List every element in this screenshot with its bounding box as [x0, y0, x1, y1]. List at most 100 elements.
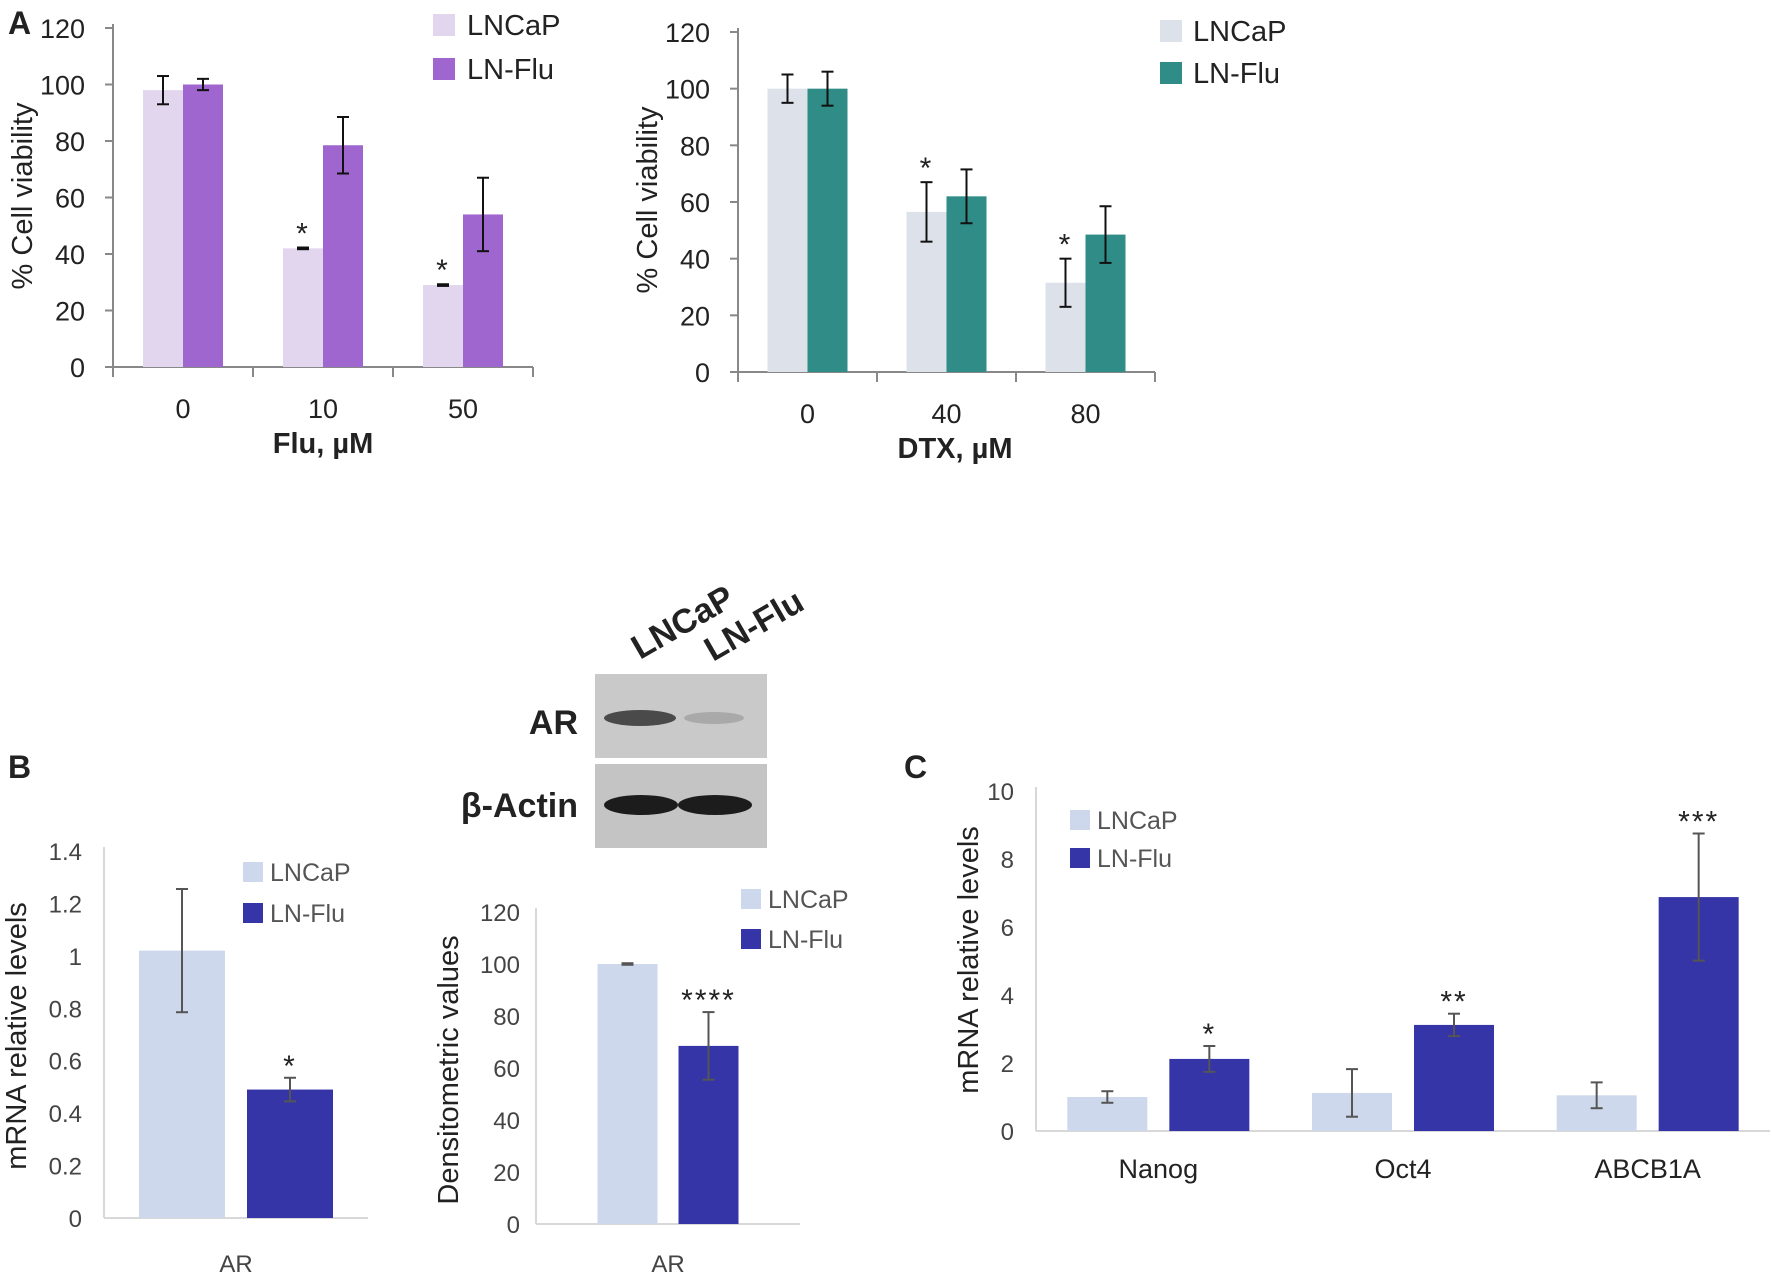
- significance-marker: ***: [1678, 806, 1719, 839]
- bar-ln-flu-ar: [247, 1089, 333, 1218]
- chart-stemness-mrna: 0 2 4 6 8 10 * Nanog ** Oct4 *** ABCB1A mRNA relativ…: [953, 779, 1770, 1184]
- y-tick-label: 120: [40, 14, 85, 44]
- significance-marker: *: [296, 218, 310, 251]
- legend-label: LNCaP: [768, 886, 849, 914]
- bar-lncap-0: [767, 88, 808, 373]
- significance-marker: *: [920, 152, 934, 185]
- y-tick-label: 0: [507, 1212, 520, 1239]
- y-tick-label: 10: [987, 779, 1014, 806]
- y-tick-label: 1.4: [49, 839, 82, 866]
- x-tick-label: 0: [800, 399, 815, 429]
- y-tick-label: 20: [55, 297, 85, 327]
- y-tick-label: 60: [680, 188, 710, 218]
- y-tick-label: 0: [695, 358, 710, 388]
- x-tick-label: 10: [308, 394, 338, 424]
- panel-letter-a: A: [8, 5, 31, 41]
- legend-swatch: [1160, 20, 1182, 42]
- bar-ln-flu-10: [323, 145, 363, 367]
- x-tick-label: AR: [651, 1251, 684, 1275]
- bar-ln-flu-0: [807, 88, 848, 373]
- x-tick-label: Nanog: [1119, 1154, 1199, 1184]
- legend-label: LNCaP: [270, 859, 351, 887]
- legend-swatch: [1070, 810, 1090, 830]
- y-tick-label: 100: [665, 75, 710, 105]
- y-tick-label: 0.4: [49, 1101, 82, 1128]
- y-axis-title: % Cell viability: [7, 102, 39, 289]
- y-tick-label: 40: [680, 245, 710, 275]
- y-tick-label: 1: [69, 944, 82, 971]
- legend-swatch: [243, 862, 263, 882]
- bar-lncap-ar: [597, 964, 658, 1224]
- y-tick-label: 80: [680, 131, 710, 161]
- legend-swatch: [1160, 62, 1182, 84]
- y-tick-label: 8: [1001, 847, 1014, 874]
- significance-marker: *: [283, 1050, 297, 1083]
- y-tick-label: 2: [1001, 1051, 1014, 1078]
- y-tick-label: 60: [493, 1056, 520, 1083]
- y-tick-label: 60: [55, 184, 85, 214]
- y-axis-title: Densitometric values: [433, 935, 465, 1204]
- legend-label: LN-Flu: [1193, 58, 1280, 90]
- y-axis-title: mRNA relative levels: [953, 826, 985, 1094]
- legend-label: LN-Flu: [270, 900, 345, 928]
- y-tick-label: 120: [480, 900, 520, 927]
- blot-actin-band-lnflu: [678, 795, 752, 815]
- x-tick-label: 40: [931, 399, 961, 429]
- legend-swatch: [433, 14, 455, 36]
- legend-swatch: [433, 58, 455, 80]
- x-tick-label: AR: [219, 1251, 252, 1275]
- chart-dtx-viability: 0 20 40 60 80 100 120 0 * 40 * 80 DTX, µM % Cell viab…: [632, 16, 1287, 465]
- x-axis-title: DTX, µM: [898, 433, 1013, 465]
- y-tick-label: 6: [1001, 915, 1014, 942]
- bar-ln-flu-40: [946, 196, 987, 372]
- chart-ar-densitometry: 0 20 40 60 80 100 120 **** AR Densitometric value…: [433, 886, 849, 1275]
- y-tick-label: 20: [493, 1160, 520, 1187]
- y-tick-label: 0.8: [49, 996, 82, 1023]
- x-tick-label: 0: [175, 394, 190, 424]
- blot-actin-band-lncap: [604, 795, 678, 815]
- bar-lncap-0: [143, 90, 183, 368]
- chart-flu-viability: 0 20 40 60 80 100 120 0 * 10 * 50 Flu, µM % Cell viab…: [7, 10, 561, 460]
- legend-label: LN-Flu: [467, 54, 554, 86]
- bar-lncap-10: [283, 248, 323, 367]
- chart-ar-mrna: 0 0.2 0.4 0.6 0.8 1 1.2 1.4 * AR mRNA relative lev…: [1, 839, 368, 1275]
- y-tick-label: 0: [1001, 1119, 1014, 1146]
- legend-swatch: [243, 903, 263, 923]
- legend-label: LN-Flu: [1097, 845, 1172, 873]
- y-tick-label: 1.2: [49, 891, 82, 918]
- x-axis-title: Flu, µM: [273, 428, 373, 460]
- y-tick-label: 0: [69, 1206, 82, 1233]
- blot-ar-band-lnflu: [684, 712, 744, 724]
- significance-marker: ****: [681, 984, 736, 1017]
- bar-ln-flu-oct4: [1414, 1024, 1494, 1131]
- y-tick-label: 100: [40, 71, 85, 101]
- y-tick-label: 120: [665, 18, 710, 48]
- y-tick-label: 100: [480, 952, 520, 979]
- legend-label: LNCaP: [467, 10, 561, 42]
- legend-label: LNCaP: [1097, 807, 1178, 835]
- y-axis-title: % Cell viability: [632, 106, 664, 293]
- blot-row-label-actin: β-Actin: [461, 787, 578, 825]
- y-tick-label: 40: [493, 1108, 520, 1135]
- significance-marker: *: [1059, 229, 1073, 262]
- blot-row-label-ar: AR: [529, 704, 578, 742]
- bar-ln-flu-0: [183, 84, 223, 367]
- y-tick-label: 80: [55, 127, 85, 157]
- y-tick-label: 4: [1001, 983, 1014, 1010]
- y-tick-label: 0.2: [49, 1154, 82, 1181]
- y-tick-label: 0: [70, 353, 85, 383]
- significance-marker: *: [1202, 1018, 1216, 1051]
- panel-letter-c: C: [904, 749, 927, 785]
- y-tick-label: 80: [493, 1004, 520, 1031]
- y-tick-label: 20: [680, 301, 710, 331]
- panel-letter-b: B: [8, 749, 31, 785]
- significance-marker: **: [1440, 986, 1467, 1019]
- legend-swatch: [741, 929, 761, 949]
- significance-marker: *: [436, 254, 450, 287]
- legend-label: LNCaP: [1193, 16, 1287, 48]
- legend-swatch: [741, 889, 761, 909]
- x-tick-label: 50: [448, 394, 478, 424]
- y-tick-label: 40: [55, 240, 85, 270]
- y-axis-title: mRNA relative levels: [1, 902, 33, 1170]
